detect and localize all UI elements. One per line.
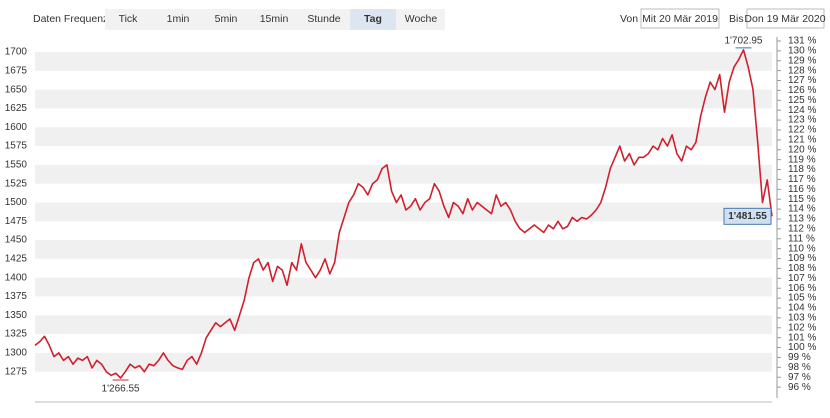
y2-tick-label: 103 % [788,313,816,324]
grid-band [35,127,772,147]
toolbar: Daten Frequenz Tick 1min 5min 15min Stunde Ta… [33,8,826,30]
y2-tick-label: 114 % [788,204,816,215]
frequency-button[interactable]: Stunde [307,13,340,25]
y2-tick-label: 119 % [788,154,816,165]
y2-tick-label: 97 % [788,372,811,383]
y2-tick-label: 118 % [788,164,816,175]
y2-tick-label: 120 % [788,144,816,155]
frequency-button[interactable]: 5min [215,13,238,25]
y2-tick-label: 129 % [788,55,816,66]
y2-tick-label: 127 % [788,75,816,86]
y2-tick-label: 110 % [788,243,816,254]
y2-tick-label: 109 % [788,253,816,264]
y2-tick-label: 128 % [788,65,816,76]
y2-tick-label: 102 % [788,322,816,333]
from-date[interactable]: Mit 20 Mär 2019 [642,13,718,25]
y2-tick-label: 121 % [788,135,816,146]
y2-tick-label: 98 % [788,362,811,373]
grid-band [35,164,772,184]
grid-band [35,315,772,335]
grid-band [35,240,772,259]
frequency-button[interactable]: 15min [260,13,289,25]
min-label: 1'266.55 [102,384,140,395]
to-date-box[interactable] [746,8,825,29]
y-tick-label: 1600 [5,122,28,133]
y-tick-label: 1625 [5,103,28,114]
y2-tick-label: 117 % [788,174,816,185]
frequency-button[interactable]: 1min [167,13,190,25]
y2-tick-label: 108 % [788,263,816,274]
y-tick-label: 1475 [5,216,28,227]
y2-tick-label: 112 % [788,224,816,235]
max-label: 1'702.95 [724,35,762,46]
y-tick-label: 1525 [5,178,28,189]
y2-tick-label: 123 % [788,115,816,126]
from-date-box[interactable] [640,8,720,29]
y-tick-label: 1500 [5,197,28,208]
y-tick-label: 1275 [5,366,28,377]
y2-tick-label: 96 % [788,382,811,393]
y2-tick-label: 105 % [788,293,816,304]
y2-tick-label: 107 % [788,273,816,284]
y2-tick-label: 104 % [788,303,816,314]
y2-tick-label: 130 % [788,45,816,56]
y2-tick-label: 122 % [788,125,816,136]
y2-tick-label: 124 % [788,105,816,116]
price-line [34,49,773,379]
y-tick-label: 1300 [5,348,28,359]
y-tick-label: 1350 [5,310,28,321]
y2-tick-label: 101 % [788,332,816,343]
y2-tick-label: 131 % [788,36,816,47]
frequency-button[interactable]: Tag [364,13,382,25]
frequency-button[interactable]: Tick [119,13,139,25]
y-tick-label: 1450 [5,235,28,246]
y-tick-label: 1650 [5,84,28,95]
active-button-bg[interactable] [350,9,396,30]
y2-tick-label: 100 % [788,342,816,353]
y2-tick-label: 111 % [788,233,815,244]
last-value-label: 1'481.55 [728,211,767,222]
plot: 1275 1300 1325 1350 1375 1400 1425 1450 1475 1500… [5,35,816,398]
y2-tick-label: 116 % [788,184,816,195]
grid-band [35,89,772,109]
y2-tick-label: 106 % [788,283,816,294]
y2-tick-label: 113 % [788,214,816,225]
y-tick-label: 1700 [5,47,28,58]
y-tick-label: 1375 [5,291,28,302]
y2-tick-label: 99 % [788,352,811,363]
frequency-button[interactable]: Woche [405,13,438,25]
to-label: Bis [729,13,744,25]
grid-band [35,277,772,297]
y2-tick-label: 125 % [788,95,816,106]
y-tick-label: 1325 [5,329,28,340]
to-date[interactable]: Don 19 Mär 2020 [744,13,825,25]
y2-tick-label: 126 % [788,85,816,96]
y-tick-label: 1675 [5,65,28,76]
grid-band [35,352,772,372]
y-tick-label: 1400 [5,272,28,283]
y-tick-label: 1425 [5,254,28,265]
grid-band [35,202,772,222]
frequency-label: Daten Frequenz [33,13,108,25]
grid-band [35,52,772,71]
y-tick-label: 1575 [5,141,28,152]
y-tick-label: 1550 [5,159,28,170]
last-value-box [723,207,772,225]
from-label: Von [620,13,638,25]
y2-tick-label: 115 % [788,194,816,205]
